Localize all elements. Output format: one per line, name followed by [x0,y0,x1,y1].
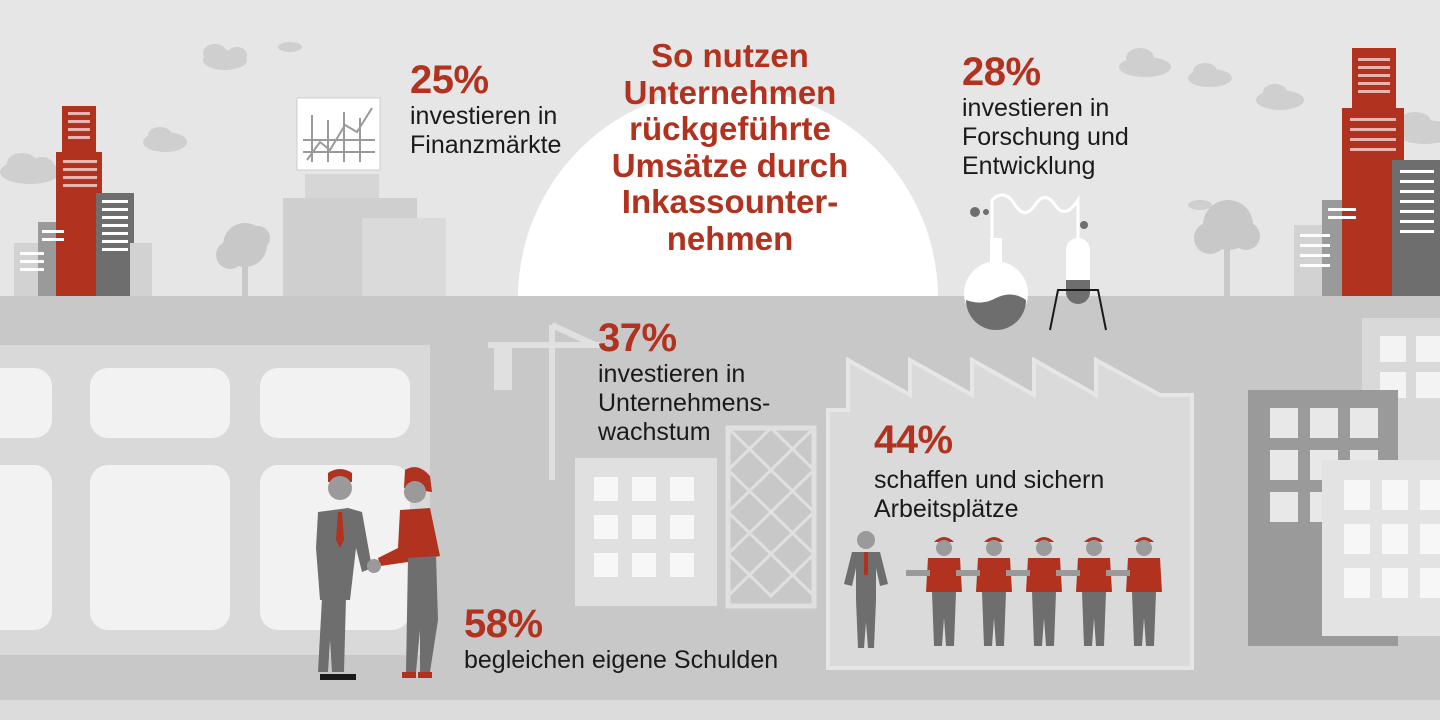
tree-icon [1194,200,1260,298]
stat-growth-text: investieren in Unternehmens- wachstum [598,360,771,446]
stat-finance-percent: 25% [410,58,489,102]
handshake-icon [316,467,440,680]
stat-debts-percent: 58% [464,602,543,646]
office-building-shape [1248,318,1440,646]
stat-growth-percent: 37% [598,316,677,360]
stat-research: 28% investieren in Forschung und Entwick… [962,50,1129,181]
stock-chart-icon [296,97,381,171]
stat-growth: 37% investieren in Unternehmens- wachstu… [598,316,770,447]
office-building-shape [283,174,446,298]
stat-finance-text: investieren in Finanzmärkte [410,102,562,159]
stat-jobs-text: schaffen und sichern Arbeitsplätze [874,466,1105,523]
city-skyline-icon [14,106,152,297]
construction-crane-icon [488,322,600,480]
stat-debts-text: begleichen eigene Schulden [464,646,779,674]
city-skyline-icon [1294,48,1440,297]
stat-debts: 58% begleichen eigene Schulden [464,602,778,675]
building-shape [575,425,817,609]
stat-jobs: 44% schaffen und sichern Arbeitsplätze [874,418,1104,524]
tree-icon [216,223,270,298]
chemistry-flask-icon [964,193,1107,331]
cloud-icon [0,42,1440,210]
stat-research-text: investieren in Forschung und Entwicklung [962,94,1129,180]
stat-jobs-percent: 44% [874,418,953,462]
stat-finance: 25% investieren in Finanzmärkte [410,58,561,160]
stat-research-percent: 28% [962,50,1041,94]
page-title: So nutzen Unternehmen rückgeführte Umsät… [611,37,849,257]
business-team-icon [844,531,1162,648]
office-building-shape [0,345,430,655]
